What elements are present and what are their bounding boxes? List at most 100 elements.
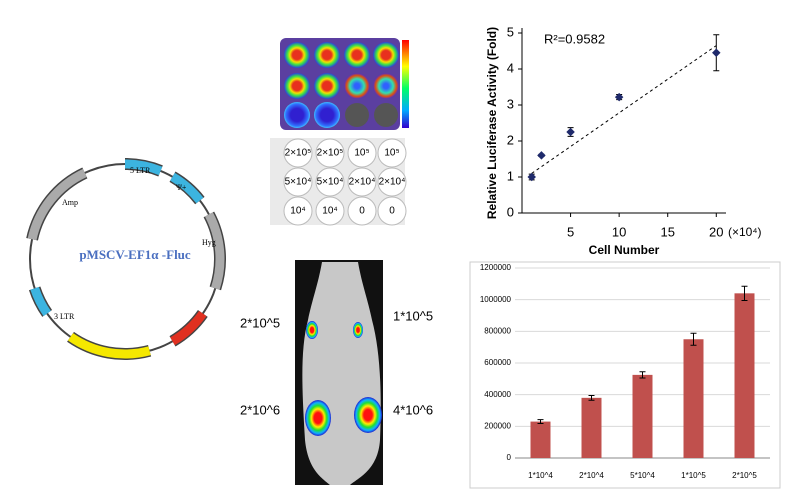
well-outline <box>315 138 345 168</box>
bar <box>734 293 755 458</box>
x-axis-label: Cell Number <box>589 243 660 257</box>
well-outline <box>377 167 407 197</box>
x-tick-label: 2*10^4 <box>579 471 604 480</box>
well-outline <box>283 196 313 226</box>
x-tick-label: 15 <box>660 224 674 239</box>
y-tick-label: 2 <box>507 132 514 147</box>
x-tick-label: 10 <box>612 224 626 239</box>
well-outline <box>347 167 377 197</box>
well <box>373 42 399 68</box>
plate-image <box>280 38 409 130</box>
y-tick-label: 4 <box>507 60 514 75</box>
well-label: 5×10⁴ <box>285 177 312 188</box>
x-tick-label: 1*10^5 <box>681 471 706 480</box>
well-outline <box>347 138 377 168</box>
well-outline <box>315 167 345 197</box>
y-tick-label: 5 <box>507 24 514 39</box>
error-bar <box>588 394 595 401</box>
plasmid-label: Ψ+ <box>176 183 187 192</box>
x-tick-label: 5 <box>567 224 574 239</box>
well <box>344 73 370 99</box>
plasmid-name: pMSCV-EF1α -Fluc <box>79 247 191 262</box>
plasmid-map <box>26 158 226 360</box>
plasmid-label: Amp <box>62 198 78 207</box>
mouse-label: 2*10^5 <box>240 315 280 330</box>
feature <box>170 310 207 346</box>
x-tick-label: 20 <box>709 224 723 239</box>
plate <box>280 38 400 130</box>
well-outline <box>377 196 407 226</box>
well-label: 10⁴ <box>290 206 305 217</box>
error-bar <box>690 332 697 346</box>
well-label: 5×10⁴ <box>317 177 344 188</box>
well <box>344 42 370 68</box>
y-tick-label: 400000 <box>484 390 511 399</box>
plasmid-label: 3 LTR <box>54 312 75 321</box>
mouse-label: 1*10^5 <box>393 308 433 323</box>
x-tick-label: 2*10^5 <box>732 471 757 480</box>
y-tick-label: 1 <box>507 168 514 183</box>
bar <box>632 374 653 458</box>
bar <box>683 339 704 458</box>
plate-layout: 2×10⁵ 2×10⁵ 10⁵ 10⁵ 5×10⁴ 5×10⁴ 2×10⁴ 2×10⁴ 10⁴ 1… <box>270 138 407 226</box>
y-tick-label: 200000 <box>484 421 511 430</box>
well-label: 2×10⁵ <box>317 148 344 159</box>
signal <box>305 400 331 436</box>
well <box>284 102 310 128</box>
mouse-image <box>295 260 383 485</box>
point <box>537 151 546 160</box>
trendline <box>531 45 717 174</box>
well <box>284 42 310 68</box>
feature <box>170 172 204 204</box>
well-outline <box>283 138 313 168</box>
error-bar <box>639 371 646 379</box>
error-bar <box>741 285 748 301</box>
well-label: 2×10⁴ <box>349 177 376 188</box>
well <box>284 73 310 99</box>
plasmid-label: 5 LTR <box>130 166 151 175</box>
feature <box>30 286 51 317</box>
x-unit: (×10⁴) <box>728 225 762 239</box>
well-outline <box>347 196 377 226</box>
point <box>566 127 575 137</box>
y-tick-label: 0 <box>507 204 514 219</box>
well <box>345 103 369 127</box>
well-label: 10⁴ <box>322 206 337 217</box>
well <box>314 102 340 128</box>
mouse-label: 4*10^6 <box>393 402 433 417</box>
y-tick-label: 800000 <box>484 326 511 335</box>
feature <box>27 168 87 241</box>
well-label: 2×10⁴ <box>379 177 406 188</box>
chart-frame <box>469 261 781 489</box>
signal <box>306 321 318 339</box>
y-tick-label: 1000000 <box>480 295 512 304</box>
feature <box>204 212 225 290</box>
error-bar <box>537 419 544 424</box>
signal <box>354 397 382 433</box>
well <box>314 42 340 68</box>
x-tick-label: 5*10^4 <box>630 471 655 480</box>
well-label: 0 <box>359 206 365 217</box>
well-outline <box>283 167 313 197</box>
point <box>712 48 721 58</box>
well-label: 10⁵ <box>354 148 369 159</box>
well-label: 2×10⁵ <box>285 148 312 159</box>
bar <box>581 397 602 458</box>
y-tick-label: 3 <box>507 96 514 111</box>
y-tick-label: 1200000 <box>480 263 512 272</box>
annotation: R²=0.9582 <box>544 31 605 46</box>
y-axis-label: Relative Luciferase Activity (Fold) <box>485 27 499 219</box>
well <box>374 103 398 127</box>
well-outline <box>315 196 345 226</box>
feature <box>124 159 163 176</box>
well-label: 10⁵ <box>384 148 399 159</box>
plasmid-label: Hyg <box>202 238 216 247</box>
well <box>373 73 399 99</box>
y-tick-label: 0 <box>507 453 512 462</box>
well-outline <box>377 138 407 168</box>
signal <box>353 322 363 338</box>
well <box>314 73 340 99</box>
mouse-label: 2*10^6 <box>240 402 280 417</box>
x-tick-label: 1*10^4 <box>528 471 553 480</box>
